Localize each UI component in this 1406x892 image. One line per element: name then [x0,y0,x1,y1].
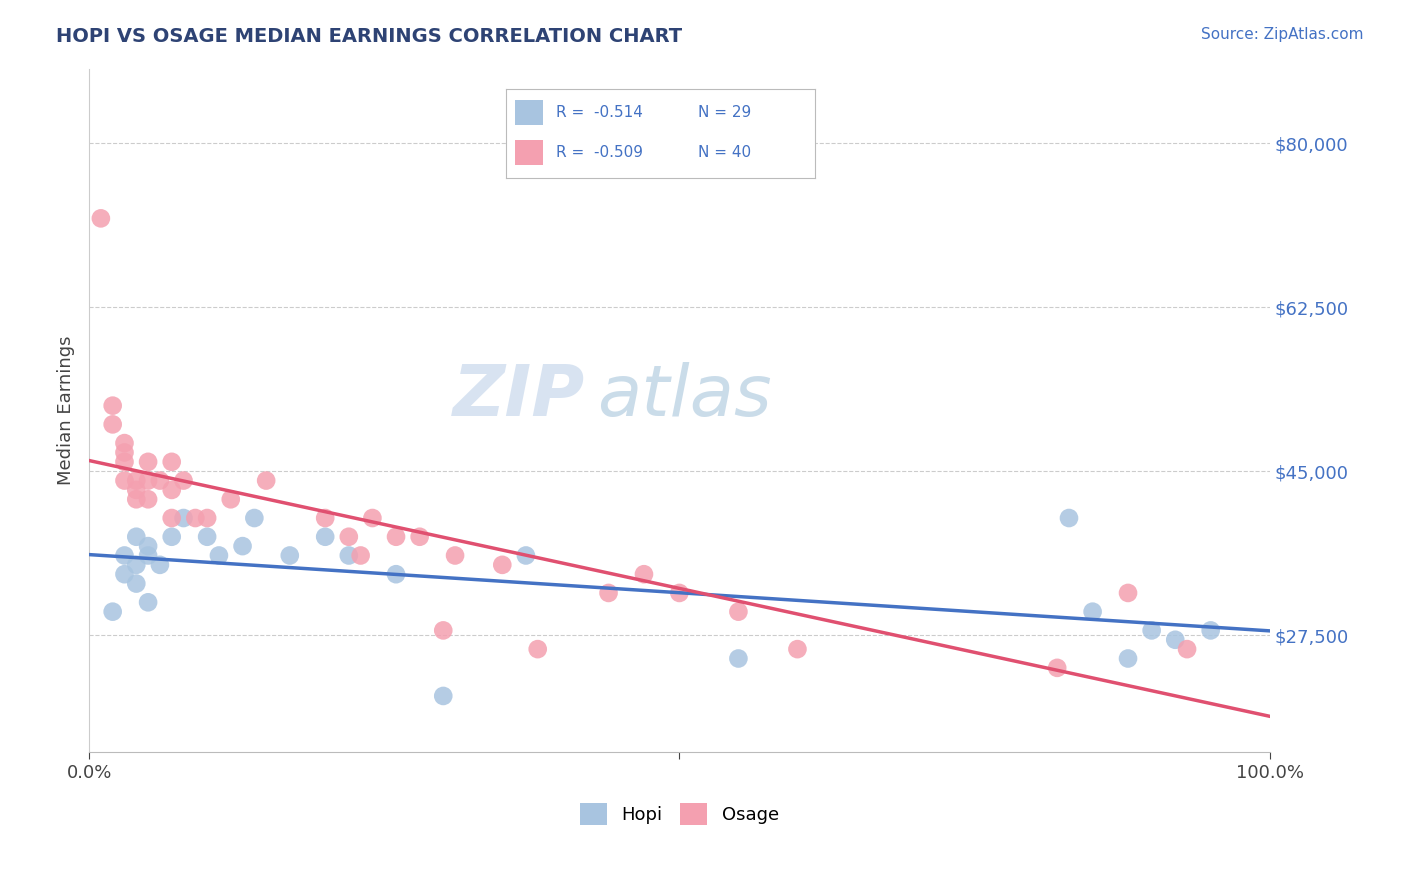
Point [278,549,301,563]
Point [432,689,454,703]
Point [160,511,183,525]
Point [1140,624,1163,638]
Point [515,549,537,563]
Point [136,595,159,609]
Point [385,530,408,544]
Point [432,624,454,638]
Text: N = 29: N = 29 [697,105,751,120]
Point [314,511,336,525]
FancyBboxPatch shape [516,100,543,125]
Point [1046,661,1069,675]
Point [101,605,124,619]
Point [491,558,513,572]
Point [1081,605,1104,619]
Point [101,417,124,432]
Text: R =  -0.514: R = -0.514 [555,105,643,120]
Point [136,492,159,507]
Point [243,511,266,525]
Point [136,539,159,553]
Point [114,474,136,488]
Y-axis label: Median Earnings: Median Earnings [58,335,75,485]
Point [90,211,112,226]
Point [727,651,749,665]
Point [114,455,136,469]
Point [114,549,136,563]
Text: N = 40: N = 40 [697,145,751,160]
Point [136,474,159,488]
Point [786,642,808,657]
Point [173,511,195,525]
Point [184,511,207,525]
Point [526,642,548,657]
Text: atlas: atlas [596,362,772,431]
Point [101,399,124,413]
Point [1164,632,1187,647]
Point [136,549,159,563]
Point [349,549,371,563]
Point [314,530,336,544]
Point [149,474,172,488]
Point [114,445,136,459]
Point [361,511,384,525]
Point [125,474,148,488]
Point [444,549,467,563]
Point [173,474,195,488]
Point [337,530,360,544]
Point [385,567,408,582]
Point [125,576,148,591]
Point [1199,624,1222,638]
Legend: Hopi, Osage: Hopi, Osage [572,796,786,832]
Point [337,549,360,563]
Point [125,483,148,497]
Point [125,530,148,544]
Point [160,530,183,544]
Point [114,436,136,450]
Point [254,474,277,488]
Point [160,483,183,497]
Point [125,558,148,572]
Point [232,539,254,553]
FancyBboxPatch shape [516,140,543,165]
Text: HOPI VS OSAGE MEDIAN EARNINGS CORRELATION CHART: HOPI VS OSAGE MEDIAN EARNINGS CORRELATIO… [56,27,682,45]
Point [125,492,148,507]
Point [1116,651,1139,665]
Point [195,530,218,544]
Text: Source: ZipAtlas.com: Source: ZipAtlas.com [1201,27,1364,42]
Point [136,455,159,469]
Point [114,567,136,582]
Text: R =  -0.509: R = -0.509 [555,145,643,160]
Point [727,605,749,619]
Point [208,549,231,563]
Point [195,511,218,525]
Point [1175,642,1198,657]
Point [1116,586,1139,600]
Point [408,530,430,544]
Point [1057,511,1080,525]
Point [149,558,172,572]
Point [160,455,183,469]
Point [598,586,620,600]
Point [633,567,655,582]
Text: ZIP: ZIP [453,362,585,431]
Point [668,586,690,600]
Point [219,492,242,507]
